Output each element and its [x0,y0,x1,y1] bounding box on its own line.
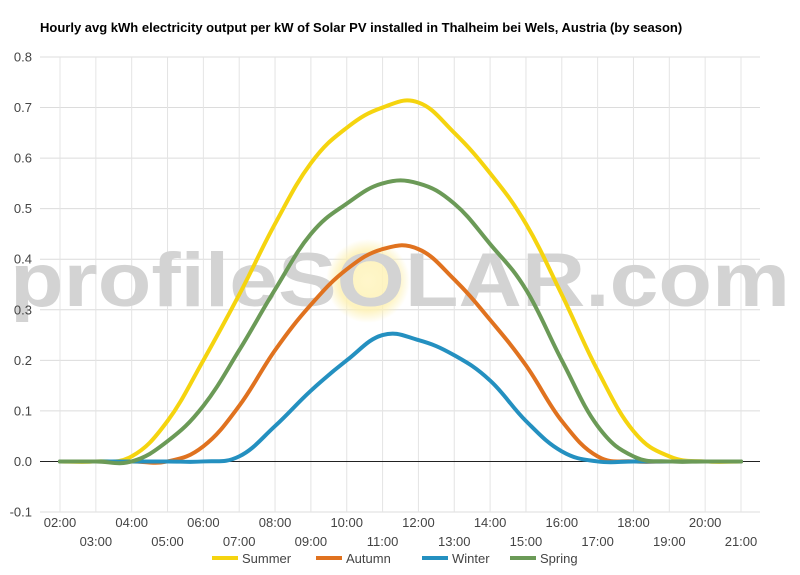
legend-label: Summer [242,551,292,566]
y-tick-label: -0.1 [10,505,32,520]
x-tick-label: 16:00 [546,515,579,530]
legend: Summer Autumn Winter Spring [212,551,578,566]
chart-title: Hourly avg kWh electricity output per kW… [40,20,683,35]
x-tick-label: 10:00 [330,515,363,530]
y-tick-label: 0.2 [14,353,32,368]
y-tick-label: 0.4 [14,252,32,267]
x-tick-label: 17:00 [581,534,614,549]
y-tick-label: 0.6 [14,151,32,166]
legend-label: Winter [452,551,490,566]
x-tick-label: 06:00 [187,515,220,530]
x-tick-label: 18:00 [617,515,650,530]
legend-item-summer[interactable]: Summer [212,551,292,566]
legend-label: Autumn [346,551,391,566]
x-tick-label: 21:00 [725,534,758,549]
series-line-summer [58,98,743,464]
legend-item-winter[interactable]: Winter [422,551,490,566]
x-tick-label: 20:00 [689,515,722,530]
x-tick-label: 12:00 [402,515,435,530]
x-tick-label: 09:00 [295,534,328,549]
legend-item-spring[interactable]: Spring [510,551,578,566]
x-tick-label: 04:00 [115,515,148,530]
legend-item-autumn[interactable]: Autumn [316,551,391,566]
x-tick-label: 11:00 [367,534,399,549]
x-tick-label: 13:00 [438,534,471,549]
y-tick-label: 0.0 [14,454,32,469]
x-tick-label: 03:00 [80,534,113,549]
x-tick-label: 08:00 [259,515,292,530]
x-tick-label: 07:00 [223,534,256,549]
watermark-text: profileSOLAR.com [10,238,790,323]
x-tick-label: 02:00 [44,515,77,530]
y-tick-label: 0.8 [14,50,32,65]
watermark: profileSOLAR.com [10,238,790,323]
y-tick-label: 0.3 [14,302,32,317]
watermark-sun-icon [326,239,410,323]
series-line-winter [58,331,743,465]
x-tick-label: 05:00 [151,534,184,549]
x-tick-label: 19:00 [653,534,686,549]
y-tick-label: 0.5 [14,201,32,216]
legend-label: Spring [540,551,578,566]
y-tick-label: 0.7 [14,100,32,115]
series-line-spring [58,178,743,466]
y-tick-label: 0.1 [14,403,32,418]
x-tick-label: 15:00 [510,534,543,549]
series-lines [58,98,743,466]
x-tick-label: 14:00 [474,515,507,530]
